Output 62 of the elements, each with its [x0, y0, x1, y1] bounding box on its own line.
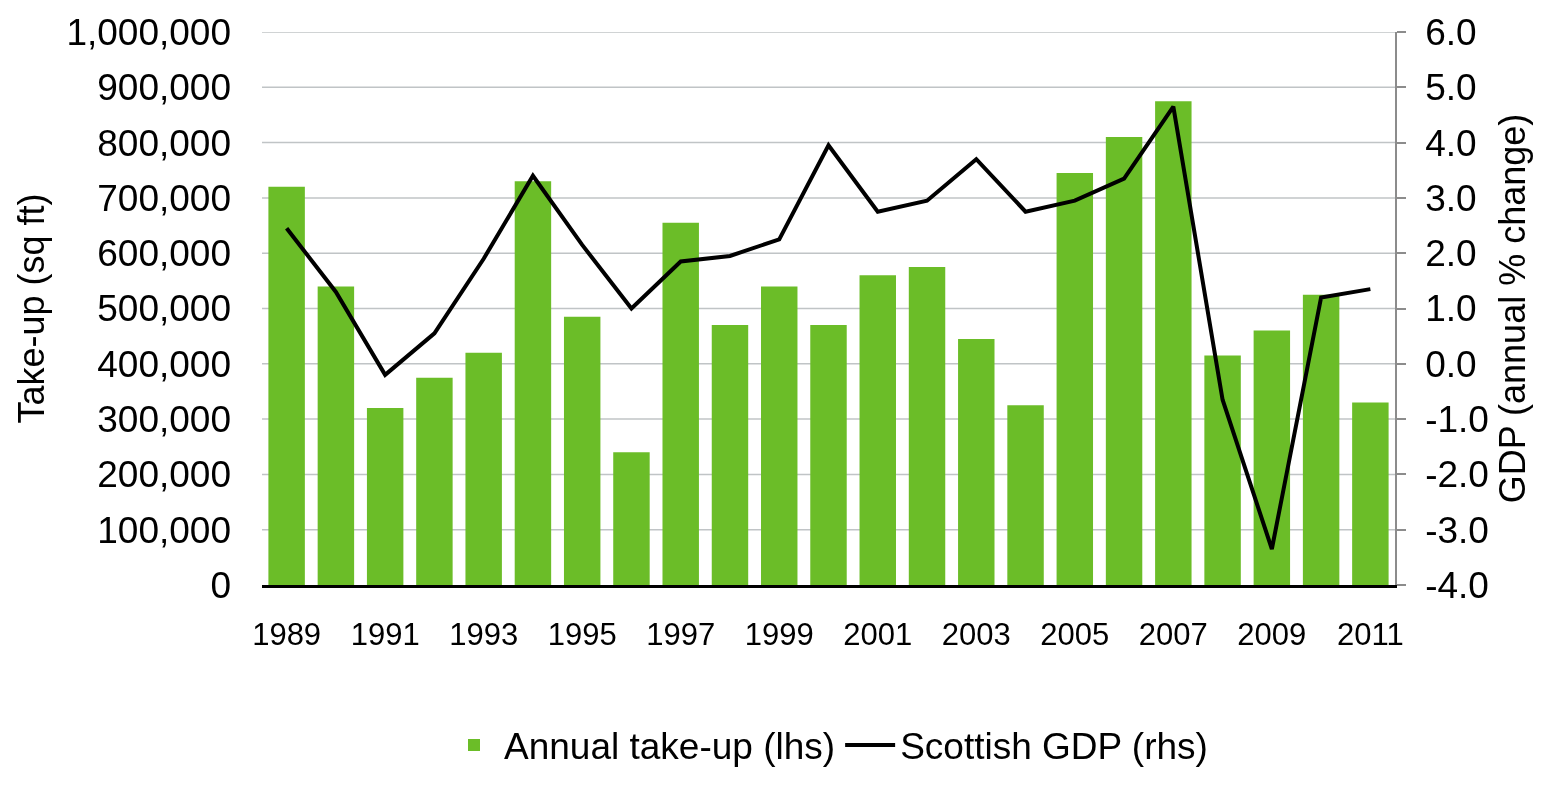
y-tick-label: 0 — [210, 564, 231, 606]
x-tick-label: 1999 — [744, 617, 814, 653]
bar — [1105, 137, 1143, 585]
y-axis-title: Take-up (sq ft) — [11, 193, 53, 424]
y2-tick-label: 0.0 — [1425, 343, 1477, 385]
y2-tick-label: 1.0 — [1425, 288, 1477, 330]
y2-axis-title: GDP (annual % change) — [1492, 113, 1534, 504]
y-tick-label: 200,000 — [97, 454, 231, 496]
x-tick-label: 2009 — [1237, 617, 1307, 653]
y2-tick-label: 6.0 — [1425, 11, 1477, 53]
x-tick-label: 1997 — [646, 617, 716, 653]
x-tick-label: 2001 — [843, 617, 913, 653]
y-tick-label: 600,000 — [97, 233, 231, 275]
bar — [958, 338, 995, 585]
y-tick-label: 300,000 — [97, 399, 231, 441]
x-tick-label: 1989 — [252, 617, 322, 653]
x-tick-label: 2007 — [1138, 617, 1208, 653]
bar — [1056, 173, 1094, 585]
bar — [761, 286, 798, 585]
y-tick-label: 800,000 — [97, 122, 231, 164]
bar — [1155, 101, 1192, 585]
y2-tick-label: -3.0 — [1425, 509, 1489, 551]
x-tick-label: 1993 — [449, 617, 519, 653]
x-tick-label: 2003 — [941, 617, 1011, 653]
y2-tick-label: 2.0 — [1425, 233, 1477, 275]
y-tick-label: 1,000,000 — [66, 11, 231, 53]
x-tick-label: 2011 — [1337, 617, 1404, 653]
x-tick-label: 1995 — [547, 617, 617, 653]
line-series — [284, 104, 1373, 552]
bar — [1253, 330, 1291, 585]
x-tick-label: 2005 — [1040, 617, 1110, 653]
y-tick-label: 100,000 — [97, 509, 231, 551]
bar — [908, 267, 946, 585]
bar — [563, 316, 601, 585]
y-tick-label: 700,000 — [97, 177, 231, 219]
y2-tick-label: -2.0 — [1425, 454, 1489, 496]
bar — [268, 186, 305, 585]
bar — [1204, 355, 1241, 585]
bar — [613, 452, 650, 585]
y2-tick-label: 4.0 — [1425, 122, 1477, 164]
bar — [416, 377, 453, 585]
bar — [1352, 402, 1389, 585]
y-tick-label: 400,000 — [97, 343, 231, 385]
bar — [859, 275, 896, 585]
legend-label: Scottish GDP (rhs) — [900, 726, 1208, 768]
bar — [662, 222, 699, 585]
bar — [366, 408, 404, 585]
y2-tick-label: 5.0 — [1425, 67, 1477, 109]
x-tick-label: 1991 — [350, 617, 420, 653]
y2-tick-label: -4.0 — [1425, 564, 1489, 606]
y2-tick-label: 3.0 — [1425, 177, 1477, 219]
legend-label: Annual take-up (lhs) — [504, 726, 836, 768]
y-tick-label: 900,000 — [97, 67, 231, 109]
bar — [1302, 294, 1340, 585]
bar — [465, 352, 502, 585]
bar — [1007, 405, 1044, 585]
bar — [810, 325, 847, 585]
y-tick-label: 500,000 — [97, 288, 231, 330]
bar — [317, 286, 355, 585]
bar — [514, 181, 552, 585]
bar — [711, 325, 749, 585]
y2-tick-label: -1.0 — [1425, 399, 1489, 441]
